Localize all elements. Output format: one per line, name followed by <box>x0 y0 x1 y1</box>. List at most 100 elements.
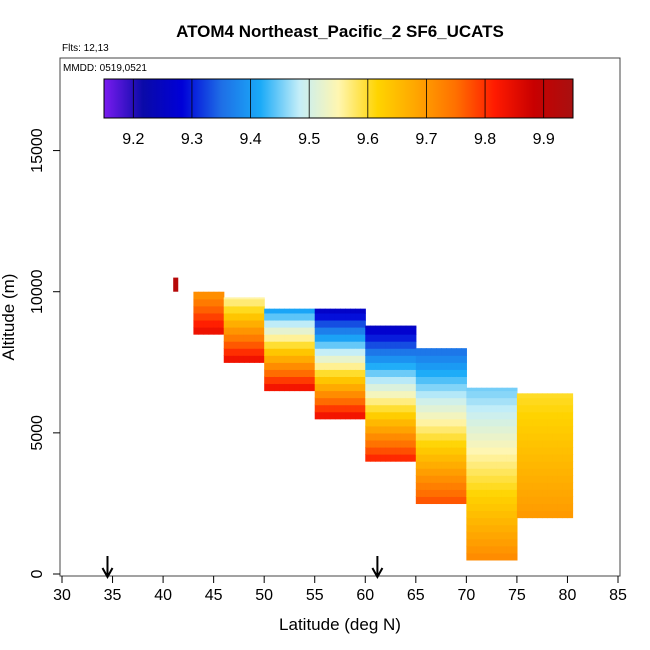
heatmap-cell <box>491 404 498 413</box>
heatmap-cell <box>527 393 533 399</box>
heatmap-cell <box>228 334 235 342</box>
heatmap-cell <box>501 482 508 490</box>
heatmap-cell <box>547 397 553 406</box>
heatmap-cell <box>279 319 285 328</box>
heatmap-cell <box>557 482 563 490</box>
heatmap-cell <box>213 319 220 328</box>
heatmap-cell <box>511 454 518 462</box>
heatmap-cell <box>542 496 548 505</box>
heatmap-cell <box>380 397 387 406</box>
heatmap-cell <box>269 376 275 385</box>
heatmap-cell <box>537 432 543 441</box>
heatmap-cell <box>329 369 336 377</box>
heatmap-cell <box>532 432 538 441</box>
heatmap-cell <box>537 446 543 455</box>
heatmap-cell <box>562 461 569 469</box>
heatmap-cell <box>390 397 397 406</box>
heatmap-cell <box>451 383 457 392</box>
heatmap-cell <box>340 312 346 321</box>
heatmap-cell <box>537 425 543 434</box>
flight-marker-arrow <box>101 556 114 580</box>
y-tick-label: 0 <box>29 569 46 578</box>
heatmap-cell <box>451 411 457 420</box>
heatmap-cell <box>385 404 392 413</box>
heatmap-cell <box>420 496 427 505</box>
heatmap-cell <box>537 439 543 448</box>
heatmap-cell <box>461 432 467 441</box>
heatmap-cell <box>415 475 422 483</box>
heatmap-cell <box>501 552 508 561</box>
heatmap-cell <box>461 418 467 427</box>
heatmap-cell <box>547 482 553 490</box>
heatmap-cell <box>355 376 361 385</box>
heatmap-cell <box>506 468 513 476</box>
heatmap-cell <box>334 376 341 385</box>
heatmap-cell <box>552 446 558 455</box>
heatmap-cell <box>436 496 442 505</box>
heatmap-cell <box>496 496 503 505</box>
heatmap-cell <box>289 312 296 321</box>
heatmap-cell <box>345 355 351 363</box>
heatmap-cell <box>456 432 462 441</box>
heatmap-cell <box>319 404 326 413</box>
heatmap-cell <box>254 355 260 363</box>
heatmap-cell <box>274 369 280 377</box>
heatmap-cell <box>547 446 553 455</box>
heatmap-cell <box>491 454 498 462</box>
heatmap-cell <box>491 503 498 512</box>
heatmap-cell <box>380 425 387 434</box>
heatmap-cell <box>360 319 366 328</box>
heatmap-cell <box>380 325 387 328</box>
heatmap-cell <box>486 475 493 483</box>
heatmap-cell <box>542 503 548 512</box>
heatmap-cell <box>299 362 306 370</box>
heatmap-cell <box>385 376 392 385</box>
heatmap-cell <box>476 517 483 526</box>
heatmap-cell <box>456 362 462 370</box>
heatmap-cell <box>466 446 473 455</box>
heatmap-cell <box>375 369 382 377</box>
heatmap-cell <box>319 369 326 377</box>
heatmap-cell <box>390 411 397 420</box>
heatmap-cell <box>441 432 447 441</box>
heatmap-cell <box>501 418 508 427</box>
heatmap-cell <box>385 348 392 356</box>
heatmap-cell <box>491 545 498 554</box>
heatmap-cell <box>314 376 321 385</box>
heatmap-cell <box>395 446 402 455</box>
heatmap-cell <box>390 425 397 434</box>
heatmap-cell <box>254 327 260 335</box>
heatmap-cell <box>370 341 376 349</box>
heatmap-cell <box>299 327 306 335</box>
heatmap-cell <box>451 376 457 385</box>
heatmap-cell <box>532 482 538 490</box>
heatmap-cell <box>461 411 467 420</box>
heatmap-cell <box>314 369 321 377</box>
heatmap-cell <box>370 418 376 427</box>
heatmap-cell <box>279 383 285 392</box>
heatmap-cell <box>461 461 467 469</box>
heatmap-cell <box>527 432 533 441</box>
heatmap-cell <box>294 355 301 363</box>
heatmap-cell <box>395 327 402 335</box>
heatmap-cell <box>193 298 200 307</box>
heatmap-cell <box>340 390 346 399</box>
heatmap-cell <box>420 425 427 434</box>
heatmap-cell <box>329 404 336 413</box>
heatmap-cell <box>436 489 442 497</box>
heatmap-cell <box>415 454 422 462</box>
heatmap-cell <box>537 418 543 427</box>
heatmap-cell <box>486 404 493 413</box>
heatmap-cell <box>532 489 538 497</box>
heatmap-cell <box>410 327 417 335</box>
heatmap-cell <box>395 383 402 392</box>
x-tick-label: 35 <box>104 587 122 604</box>
heatmap-cell <box>238 297 245 300</box>
heatmap-cell <box>420 397 427 406</box>
heatmap-cell <box>501 531 508 540</box>
heatmap-cell <box>415 383 422 392</box>
heatmap-cell <box>420 390 427 399</box>
heatmap-cell <box>557 425 563 434</box>
heatmap-cell <box>476 531 483 540</box>
heatmap-cell <box>324 390 331 399</box>
